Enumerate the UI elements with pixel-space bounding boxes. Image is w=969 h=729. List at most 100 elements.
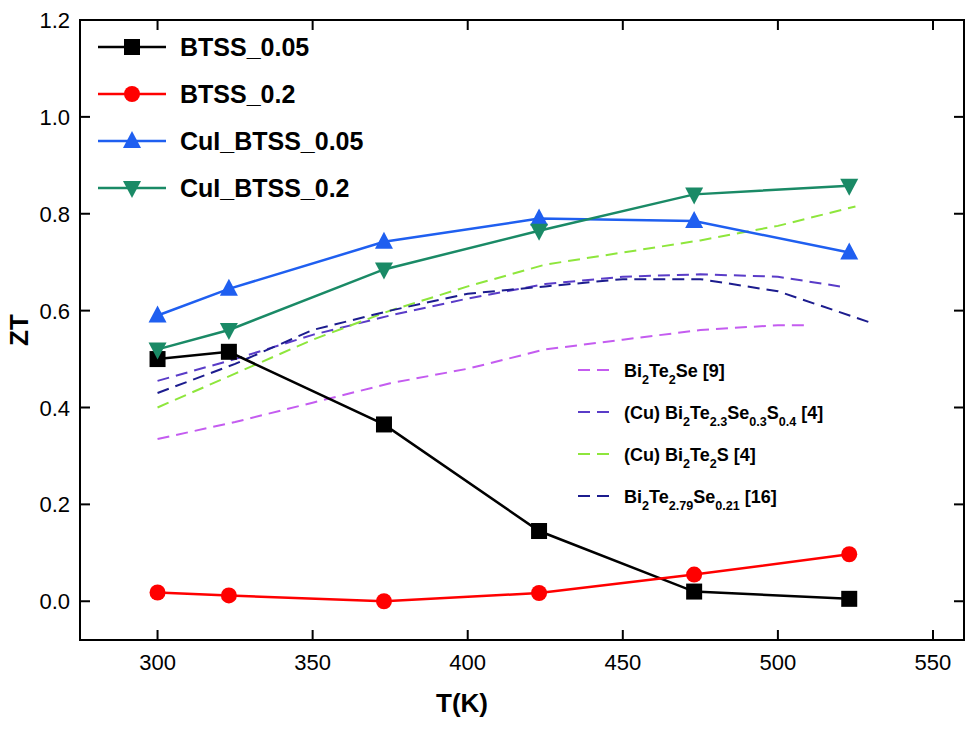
x-tick-top xyxy=(157,20,159,30)
data-point xyxy=(531,523,547,539)
y-tick-label: 0.2 xyxy=(39,492,70,517)
text-run: Te xyxy=(649,487,669,507)
plot-area xyxy=(149,179,871,610)
x-tick-label: 300 xyxy=(139,650,176,675)
text-run: S [4] xyxy=(717,445,756,465)
data-point xyxy=(220,279,238,296)
text-run: Bi xyxy=(624,487,642,507)
data-point xyxy=(375,232,393,249)
data-point xyxy=(375,262,393,279)
data-point xyxy=(150,585,166,601)
x-tick xyxy=(932,630,934,640)
legend-label: Bi2Te2Se [9] xyxy=(624,361,725,387)
legend-label: (Cu) Bi2Te2.3Se0.3S0.4 [4] xyxy=(624,403,823,429)
x-tick-top xyxy=(312,20,314,30)
legend-label: CuI_BTSS_0.05 xyxy=(180,127,364,155)
y-tick xyxy=(80,116,90,118)
y-tick-right xyxy=(954,600,964,602)
legend-label: Bi2Te2.79Se0.21 [16] xyxy=(624,487,777,513)
x-axis-label: T(K) xyxy=(436,688,488,718)
series-line xyxy=(158,352,850,599)
legend-label: BTSS_0.2 xyxy=(180,80,295,108)
y-tick-label: 0.4 xyxy=(39,396,70,421)
text-run: Te xyxy=(690,403,710,423)
subscript: 2.79 xyxy=(669,499,694,513)
text-run: Te xyxy=(690,445,710,465)
x-tick xyxy=(467,630,469,640)
x-tick xyxy=(157,630,159,640)
legend-label: (Cu) Bi2Te2S [4] xyxy=(624,445,756,471)
y-tick-label: 1.2 xyxy=(39,8,70,33)
subscript: 0.4 xyxy=(779,415,797,429)
legend-line xyxy=(578,453,612,455)
legend-marker xyxy=(124,86,140,102)
data-point xyxy=(220,323,238,340)
y-axis-label: ZT xyxy=(4,314,34,346)
subscript: 2 xyxy=(683,415,690,429)
y-tick-right xyxy=(954,503,964,505)
text-run: Se xyxy=(693,487,715,507)
data-point xyxy=(149,305,167,322)
x-tick-top xyxy=(777,20,779,30)
x-tick xyxy=(777,630,779,640)
legend: BTSS_0.05 BTSS_0.2 CuI_BTSS_0.05 CuI_BTSS_0… xyxy=(98,33,823,513)
legend-label: CuI_BTSS_0.2 xyxy=(180,174,350,202)
y-tick-right xyxy=(954,310,964,312)
data-point xyxy=(841,591,857,607)
data-point xyxy=(840,243,858,260)
y-tick-label: 1.0 xyxy=(39,105,70,130)
data-point xyxy=(685,187,703,204)
subscript: 0.3 xyxy=(749,415,767,429)
legend-line xyxy=(578,495,612,497)
data-point xyxy=(531,585,547,601)
plot-frame xyxy=(80,20,964,640)
y-tick xyxy=(80,600,90,602)
data-point xyxy=(686,567,702,583)
data-point xyxy=(841,546,857,562)
data-point xyxy=(376,416,392,432)
series-line xyxy=(158,274,840,381)
x-tick-label: 500 xyxy=(760,650,797,675)
text-run: BTSS_0.05 xyxy=(180,33,309,61)
text-run: [4] xyxy=(796,403,823,423)
text-run: CuI_BTSS_0.05 xyxy=(180,127,364,155)
legend-line xyxy=(578,369,612,371)
data-point xyxy=(530,224,548,241)
x-tick-top xyxy=(622,20,624,30)
y-tick xyxy=(80,310,90,312)
text-run: (Cu) Bi xyxy=(624,403,683,423)
text-run: Se xyxy=(727,403,749,423)
axes: 3003504004505005500.00.20.40.60.81.01.2 xyxy=(39,8,964,675)
legend-marker xyxy=(123,181,141,198)
x-tick xyxy=(622,630,624,640)
series-line xyxy=(158,279,871,393)
y-tick-label: 0.0 xyxy=(39,589,70,614)
subscript: 2 xyxy=(683,457,690,471)
y-tick xyxy=(80,213,90,215)
series-line xyxy=(158,206,856,407)
x-tick xyxy=(312,630,314,640)
legend-line xyxy=(578,411,612,413)
x-tick-label: 450 xyxy=(604,650,641,675)
y-tick-right xyxy=(954,116,964,118)
text-run: CuI_BTSS_0.2 xyxy=(180,174,350,202)
data-point xyxy=(149,342,167,359)
series-line xyxy=(158,325,809,439)
subscript: 0.21 xyxy=(715,499,740,513)
subscript: 2 xyxy=(669,373,676,387)
y-tick-right xyxy=(954,407,964,409)
data-point xyxy=(221,587,237,603)
series-line xyxy=(158,186,850,350)
text-run: (Cu) Bi xyxy=(624,445,683,465)
x-tick-label: 350 xyxy=(294,650,331,675)
text-run: Te xyxy=(649,361,669,381)
legend-marker xyxy=(124,39,140,55)
series-line xyxy=(158,219,850,316)
data-point xyxy=(840,179,858,196)
data-point xyxy=(685,211,703,228)
x-tick-label: 550 xyxy=(915,650,952,675)
legend-label: BTSS_0.05 xyxy=(180,33,309,61)
text-run: Se [9] xyxy=(676,361,725,381)
data-point xyxy=(686,584,702,600)
chart: 3003504004505005500.00.20.40.60.81.01.2T… xyxy=(0,0,969,729)
